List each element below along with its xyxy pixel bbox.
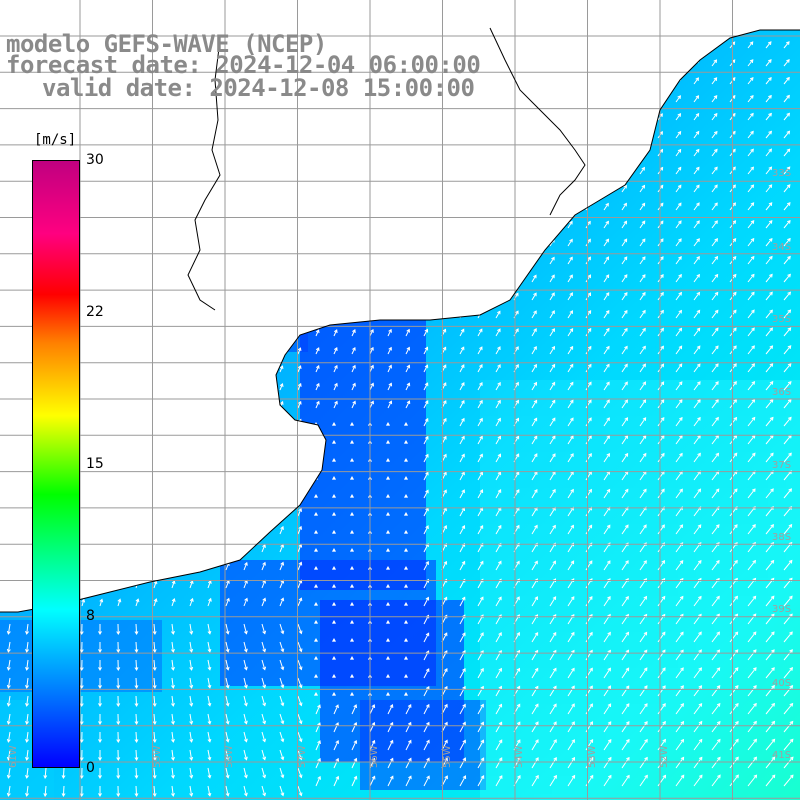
lon-label: 54W xyxy=(514,745,525,768)
lat-label: 34S xyxy=(772,242,791,253)
lat-label: 40S xyxy=(772,678,791,689)
lon-label: 56W xyxy=(369,745,380,768)
lon-label: 52W xyxy=(659,745,670,768)
lat-label: 35S xyxy=(772,314,791,325)
lon-label: 55W xyxy=(442,745,453,768)
lon-label: 57W xyxy=(297,745,308,768)
colorbar-tick-8: 8 xyxy=(86,608,95,624)
lon-label: 53W xyxy=(587,745,598,768)
colorbar xyxy=(32,160,80,768)
river-border xyxy=(187,39,221,311)
model-title: modelo GEFS-WAVE (NCEP) xyxy=(6,30,327,58)
valid-date: valid date: 2024-12-08 15:00:00 xyxy=(42,74,475,102)
colorbar-tick-30: 30 xyxy=(86,152,104,168)
colorbar-tick-15: 15 xyxy=(86,456,104,472)
lon-label: 61W xyxy=(8,745,19,768)
colorbar-tick-22: 22 xyxy=(86,304,104,320)
coastline xyxy=(0,29,800,613)
lat-label: 39S xyxy=(772,604,791,615)
lon-label: 59W xyxy=(152,745,163,768)
coord-labels: 33S 34S 35S 36S 37S 38S 39S 40S 41S 61W 59W 58W 57W 5… xyxy=(8,168,791,768)
lat-label: 38S xyxy=(772,532,791,543)
colorbar-tick-0: 0 xyxy=(86,760,95,776)
forecast-date: forecast date: 2024-12-04 06:00:00 xyxy=(6,51,481,79)
country-border xyxy=(489,27,586,216)
lat-label: 33S xyxy=(772,168,791,179)
lon-label: 58W xyxy=(224,745,235,768)
lat-label: 41S xyxy=(772,750,791,761)
colorbar-unit: [m/s] xyxy=(34,132,77,148)
lat-label: 36S xyxy=(772,387,791,398)
lat-label: 37S xyxy=(772,460,791,471)
